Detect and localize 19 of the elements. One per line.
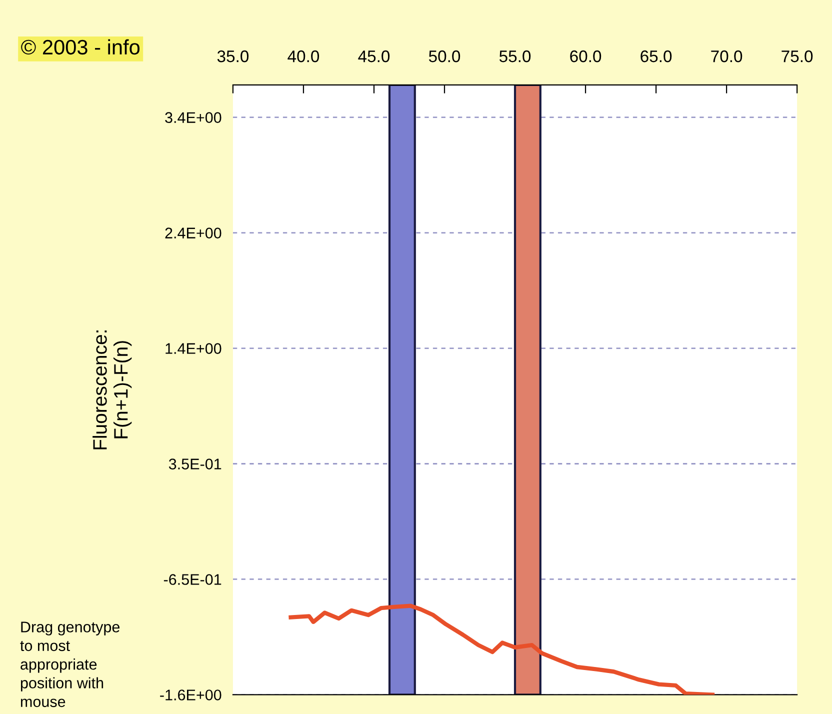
text: © 2003 - info <box>21 39 140 55</box>
y-tick-label: -6.5E-01 <box>164 574 222 585</box>
y-tick-label: -1.6E+00 <box>160 690 222 700</box>
line-series <box>288 604 715 695</box>
x-tick-label: 60.0 <box>570 50 602 62</box>
y-tick-label: 3.5E-01 <box>168 458 222 470</box>
text: Drag genotype to most appropriate position with mouse <box>20 622 120 708</box>
y-tick-label: 1.4E+00 <box>166 343 222 354</box>
x-tick-label: 40.0 <box>288 50 320 62</box>
x-tick-label: 50.0 <box>428 50 460 62</box>
y-tick-label: 3.4E+00 <box>165 112 222 123</box>
x-tick-label: 55.0 <box>499 50 531 62</box>
x-tick-label: 75.0 <box>782 50 813 62</box>
x-tick-label: 65.0 <box>640 50 672 62</box>
x-tick-label: 70.0 <box>711 50 742 62</box>
x-tick-label: 35.0 <box>217 50 249 62</box>
y-axis-title: Fluorescence: F(n+1)-F(n) <box>92 330 132 450</box>
x-tick-label: 45.0 <box>358 50 390 62</box>
y-tick-label: 2.4E+00 <box>165 228 222 238</box>
